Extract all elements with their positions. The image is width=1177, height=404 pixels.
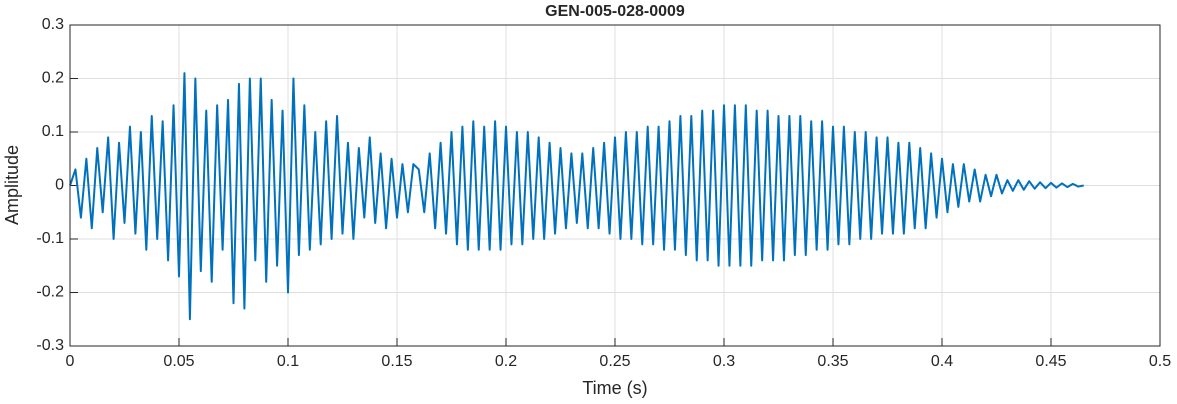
x-tick-label: 0.5 xyxy=(1149,353,1171,370)
y-tick-label: 0 xyxy=(55,177,64,194)
x-tick-label: 0.3 xyxy=(713,353,735,370)
x-tick-label: 0.15 xyxy=(381,353,412,370)
x-tick-label: 0 xyxy=(66,353,75,370)
y-tick-label: 0.1 xyxy=(42,123,64,140)
y-tick-label: -0.2 xyxy=(36,284,64,301)
axes-box xyxy=(69,24,1161,347)
waveform-line xyxy=(69,72,1084,321)
x-tick-label: 0.1 xyxy=(277,353,299,370)
y-axis-label: Amplitude xyxy=(2,145,22,225)
chart-title: GEN-005-028-0009 xyxy=(545,3,685,20)
y-tick-label: -0.1 xyxy=(36,230,64,247)
x-tick-label: 0.05 xyxy=(163,353,194,370)
x-tick-label: 0.25 xyxy=(599,353,630,370)
x-tick-label: 0.2 xyxy=(495,353,517,370)
x-tick-label: 0.35 xyxy=(817,353,848,370)
x-axis-label: Time (s) xyxy=(582,378,647,398)
y-tick-label: 0.2 xyxy=(42,70,64,87)
y-tick-label: -0.3 xyxy=(36,337,64,354)
x-tick-label: 0.45 xyxy=(1035,353,1066,370)
y-tick-label: 0.3 xyxy=(42,16,64,33)
x-tick-label: 0.4 xyxy=(931,353,953,370)
